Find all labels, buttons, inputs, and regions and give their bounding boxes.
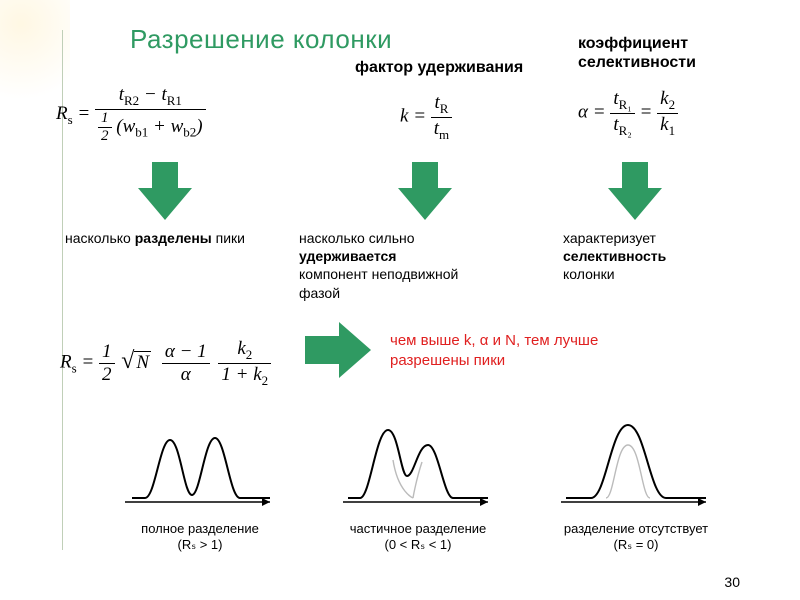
peak-svg [120, 410, 280, 515]
arrow-2 [398, 162, 452, 220]
peak-caption: полное разделение(Rₛ > 1) [120, 521, 280, 552]
peak-caption: частичное разделение(0 < Rₛ < 1) [338, 521, 498, 552]
eq-alpha: α = tR₁ tR₂ = k2 k1 [578, 88, 678, 139]
arrow-4 [305, 322, 371, 378]
statement-red: чем выше k, α и N, тем лучше разрешены п… [390, 331, 650, 370]
eq-k: k = tR tm [400, 92, 452, 143]
slide-title: Разрешение колонки [130, 24, 392, 55]
slide-number: 30 [724, 574, 740, 590]
arrow-3 [608, 162, 662, 220]
label-selectivity: коэффициент селективности [578, 34, 696, 72]
peak-diagram-2: частичное разделение(0 < Rₛ < 1) [338, 410, 498, 520]
eq-equals: = [77, 103, 95, 124]
eq-rs-lhs: Rs [56, 103, 73, 124]
label-selectivity-l1: коэффициент [578, 35, 688, 52]
desc-3: характеризуетселективностьколонки [563, 229, 666, 284]
desc-2: насколько сильноудерживаетсякомпонент не… [299, 229, 504, 302]
eq-rs-purnell: Rs = 1 2 √N α − 1 α k2 1 + k2 [60, 338, 271, 389]
desc-1: насколько разделены пики [65, 229, 245, 247]
peak-svg [556, 410, 716, 515]
peak-caption: разделение отсутствует(Rₛ = 0) [556, 521, 716, 552]
peak-svg [338, 410, 498, 515]
peak-diagram-3: разделение отсутствует(Rₛ = 0) [556, 410, 716, 520]
label-retention: фактор удерживания [355, 58, 523, 77]
eq-rs-frac: tR2 − tR1 12 (wb1 + wb2) [95, 84, 206, 145]
label-selectivity-l2: селективности [578, 54, 696, 71]
peak-diagram-1: полное разделение(Rₛ > 1) [120, 410, 280, 520]
eq-rs: Rs = tR2 − tR1 12 (wb1 + wb2) [56, 84, 206, 145]
arrow-1 [138, 162, 192, 220]
